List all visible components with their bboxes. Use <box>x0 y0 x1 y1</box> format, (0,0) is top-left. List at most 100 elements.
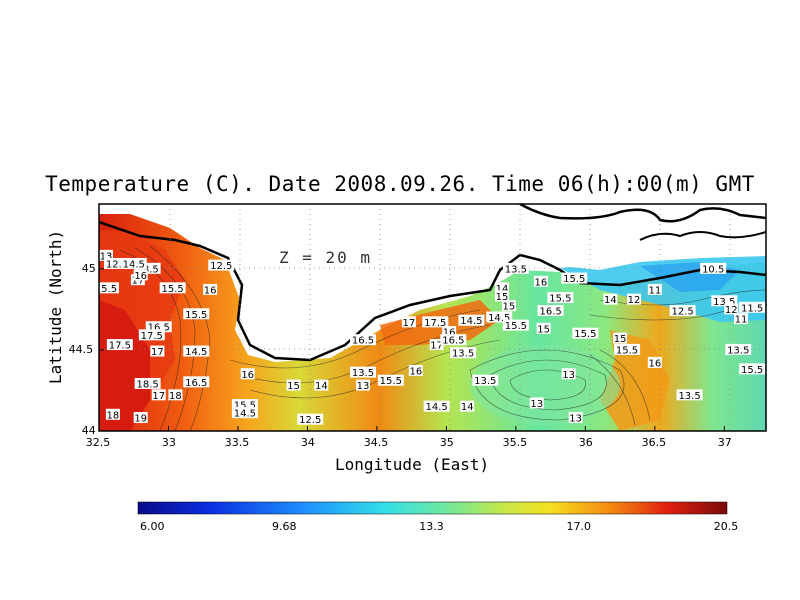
contour-label-text: 14.5 <box>426 402 448 413</box>
contour-label-text: 17 <box>152 391 165 402</box>
contour-label: 15 <box>613 332 628 345</box>
x-tick-label: 36 <box>578 436 593 449</box>
contour-label: 12 <box>626 293 641 306</box>
crimea-land <box>99 204 766 355</box>
contour-label: 16.5 <box>537 305 564 318</box>
contour-label: 16 <box>442 326 457 339</box>
contour-label-text: 17 <box>132 276 145 287</box>
plot-title: Temperature (C). Date 2008.09.26. Time 0… <box>45 172 755 196</box>
contour-label: 17 <box>150 345 165 358</box>
contour-label: 17.5 <box>422 316 449 329</box>
contour-label: 11 <box>647 283 662 296</box>
contour-label-text: 14.5 <box>123 259 145 270</box>
contour-label: 17.5 <box>138 329 165 342</box>
x-tick-label: 32.5 <box>85 436 111 449</box>
colorbar-tick-label: 20.5 <box>713 520 739 533</box>
contour-label: 16 <box>240 368 255 381</box>
contour-label: 11 <box>733 313 748 326</box>
contour-label: 12.5 <box>104 257 131 270</box>
contour-label: 15.5 <box>95 282 119 295</box>
contour-label: 15.5 <box>614 343 641 356</box>
contour-label-text: 17 <box>430 341 443 352</box>
contour-label: 15 <box>536 322 551 335</box>
x-tick-label: 33 <box>161 436 176 449</box>
contour-label: 15.5 <box>739 363 766 376</box>
contour-label-text: 17.5 <box>424 318 446 329</box>
contour-label-text: 14.5 <box>185 347 207 358</box>
contour-label: 18.5 <box>134 377 161 390</box>
contour-label-text: 15.5 <box>574 329 596 340</box>
contour-label: 13.5 <box>711 295 738 308</box>
kerch-coast <box>519 204 766 223</box>
contour-label-text: 12.5 <box>671 307 693 318</box>
contour-label: 13 <box>561 368 576 381</box>
contour-label: 13.5 <box>450 347 477 360</box>
contour-label-text: 15.5 <box>741 365 763 376</box>
contour-label-text: 11 <box>735 315 748 326</box>
contour-label: 11.5 <box>739 301 766 314</box>
contour-label: 13 <box>356 379 371 392</box>
contour-label-text: 13 <box>569 414 582 425</box>
contour-label: 17 <box>429 339 444 352</box>
contour-label-text: 15.5 <box>549 294 571 305</box>
contour-label-text: 15.5 <box>234 401 256 412</box>
contour-label-text: 16.5 <box>148 323 170 334</box>
contour-label: 15.5 <box>231 399 258 412</box>
contour-label: 15 <box>494 290 509 303</box>
contour-label-text: 16 <box>443 328 456 339</box>
contour-label-text: 11 <box>648 285 661 296</box>
contour-label: 14 <box>314 379 329 392</box>
contour-label: 16 <box>408 365 423 378</box>
contour-label: 19 <box>133 412 148 425</box>
x-tick-label: 33.5 <box>224 436 250 449</box>
y-tick-label: 44.5 <box>68 342 94 356</box>
grid-lines <box>99 204 766 431</box>
x-tick-label: 37 <box>717 436 732 449</box>
contour-label: 10.5 <box>700 262 727 275</box>
contour-label: 14 <box>460 400 475 413</box>
contour-label: 16.5 <box>440 334 467 347</box>
contour-label: 16 <box>647 356 662 369</box>
contour-label: 15 <box>286 379 301 392</box>
contour-label: 16 <box>203 283 218 296</box>
contour-label-text: 12.5 <box>210 261 232 272</box>
contour-label: 15.5 <box>502 319 529 332</box>
contour-label: 12.5 <box>297 413 324 426</box>
contour-label: 17 <box>151 389 166 402</box>
x-tick-label: 34 <box>300 436 315 449</box>
contour-label-text: 16.5 <box>352 336 374 347</box>
contour-label-text: 18 <box>107 410 120 421</box>
contour-label: 16 <box>133 269 148 282</box>
contour-label-text: 14 <box>604 295 617 306</box>
contour-label-text: 13.5 <box>505 264 527 275</box>
contour-label-text: 13.5 <box>474 376 496 387</box>
contour-label: 16 <box>533 275 548 288</box>
contour-label-text: 10.5 <box>702 264 724 275</box>
colorbar-tick-label: 13.3 <box>419 520 444 533</box>
contour-label-text: 14 <box>315 381 328 392</box>
contour-label-text: 13.5 <box>452 349 474 360</box>
contour-label-text: 14 <box>496 284 509 295</box>
hot-core <box>99 300 150 431</box>
depth-label: Z = 20 m <box>279 248 373 267</box>
contour-label-text: 12.5 <box>299 415 321 426</box>
contour-label-text: 16 <box>204 285 217 296</box>
contour-label-text: 17 <box>403 318 416 329</box>
contour-label: 16.5 <box>145 321 172 334</box>
contour-label-text: 13 <box>530 399 543 410</box>
contour-label-text: 15 <box>503 302 516 313</box>
contour-label: 13 <box>529 397 544 410</box>
contour-label: 14.5 <box>183 345 210 358</box>
contour-label-text: 14.5 <box>234 409 256 420</box>
contour-label-text: 15.5 <box>95 284 117 295</box>
x-tick-label: 36.5 <box>641 436 667 449</box>
y-tick-label: 44 <box>81 424 96 437</box>
x-axis-label: Longitude (East) <box>335 455 490 474</box>
contour-label-text: 12.5 <box>106 259 128 270</box>
contour-label: 15.5 <box>561 272 588 285</box>
coastline <box>99 220 766 362</box>
contour-label: 13.5 <box>725 343 752 356</box>
contour-label-text: 12 <box>725 305 738 316</box>
contour-label-text: 15 <box>614 334 627 345</box>
contour-label-text: 15.5 <box>505 321 527 332</box>
